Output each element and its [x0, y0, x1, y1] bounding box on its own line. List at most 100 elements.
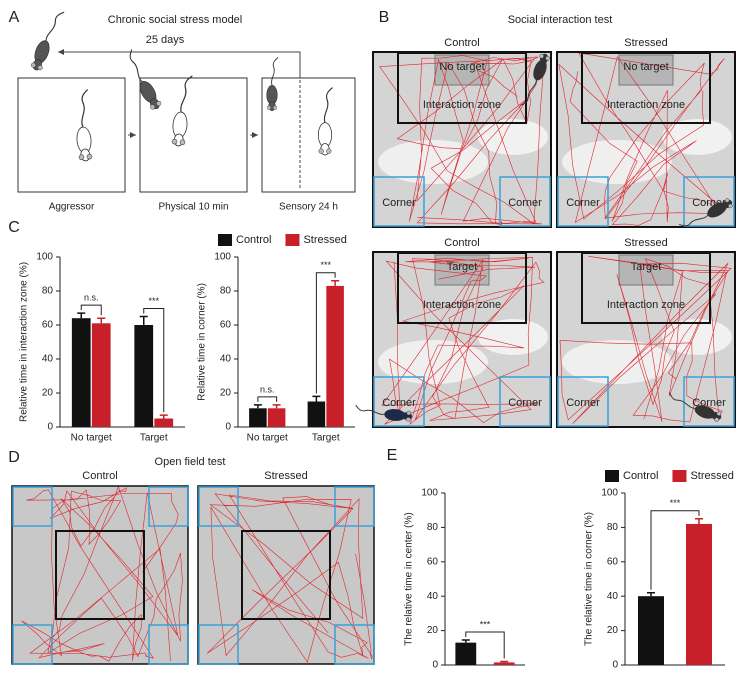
legend-label: Control	[236, 234, 271, 246]
y-tick-label: 60	[42, 320, 54, 331]
y-tick-label: 40	[220, 354, 232, 365]
corner-zone	[683, 376, 735, 427]
bar	[267, 408, 286, 427]
legend-swatch	[218, 234, 232, 246]
error-bar	[695, 518, 703, 524]
error-bar	[77, 312, 86, 319]
corner-zone	[499, 376, 551, 427]
bar	[638, 596, 664, 665]
significance-label: ***	[148, 296, 159, 306]
corner-zone	[334, 624, 375, 665]
arena-border	[372, 51, 552, 228]
glare	[478, 119, 548, 155]
mouse-ear	[30, 62, 36, 68]
mouse-ear	[714, 417, 719, 422]
mouse-ear	[545, 56, 550, 61]
y-tick-label: 40	[427, 591, 439, 602]
mouse	[679, 198, 733, 227]
significance-label: n.s.	[84, 292, 99, 302]
mouse	[317, 87, 334, 156]
y-tick-label: 40	[607, 591, 619, 602]
y-axis-label: The relative time in corner (%)	[584, 512, 595, 646]
mouse-tail	[271, 57, 279, 86]
mouse-ear	[171, 138, 178, 145]
trajectory	[21, 486, 183, 662]
significance-bracket	[257, 396, 278, 402]
bar	[686, 523, 712, 665]
mouse	[669, 392, 722, 422]
corner-zone	[373, 176, 425, 227]
y-tick-label: 100	[421, 488, 438, 499]
mouse-tail	[81, 89, 89, 128]
column-label: Control	[444, 237, 479, 249]
open-field	[12, 486, 188, 664]
open-field-border	[11, 485, 189, 665]
bar	[154, 418, 174, 427]
panel-label: E	[387, 447, 398, 464]
target-label: No target	[623, 61, 668, 73]
error-bar	[500, 660, 509, 663]
mouse-tail	[669, 392, 696, 409]
panel-title: Chronic social stress model	[108, 14, 243, 26]
error-bar	[461, 639, 470, 643]
bar	[493, 662, 515, 665]
mouse-ear	[156, 100, 162, 106]
corner-zone	[683, 176, 735, 227]
significance-label: ***	[480, 619, 491, 629]
target-cage	[618, 54, 674, 86]
y-tick-label: 20	[220, 388, 232, 399]
center-zone	[55, 530, 145, 620]
arena-border	[556, 51, 736, 228]
zone-label: Interaction zone	[423, 299, 501, 311]
mouse-tail	[180, 75, 193, 113]
y-tick-label: 0	[225, 422, 231, 433]
center-zone	[241, 530, 331, 620]
y-tick-label: 20	[427, 625, 439, 636]
y-tick-label: 80	[607, 522, 619, 533]
mouse-ear	[86, 153, 93, 160]
y-tick-label: 20	[42, 388, 54, 399]
y-tick-label: 0	[47, 422, 53, 433]
arena-border	[556, 251, 736, 428]
panel-label: D	[8, 449, 20, 466]
significance-bracket	[465, 631, 505, 659]
mouse	[355, 404, 413, 422]
y-axis-label: Relative time in interaction zone (%)	[19, 262, 30, 422]
mouse	[129, 49, 162, 110]
target-cage	[618, 254, 674, 286]
significance-label: ***	[320, 260, 331, 270]
zone-label: Interaction zone	[423, 99, 501, 111]
target-label: No target	[439, 61, 484, 73]
column-label: Stressed	[264, 470, 307, 482]
glare	[562, 140, 672, 184]
y-tick-label: 60	[607, 556, 619, 567]
step-label: Physical 10 min	[158, 202, 228, 213]
glare	[562, 340, 672, 384]
mouse	[520, 53, 550, 106]
panel-label: C	[8, 219, 20, 236]
corner-zone	[373, 376, 425, 427]
significance-bracket	[80, 304, 102, 316]
glare	[662, 319, 732, 355]
mouse-ear	[266, 105, 272, 110]
mouse	[266, 57, 279, 112]
corner-zone	[148, 486, 189, 527]
corner-label: Corner	[382, 197, 416, 209]
bar	[91, 323, 111, 427]
y-tick-label: 100	[601, 488, 618, 499]
legend-label: Stressed	[690, 470, 733, 482]
target-label: Target	[447, 261, 478, 273]
bar	[71, 318, 91, 427]
zone-label: Interaction zone	[607, 99, 685, 111]
corner-zone	[198, 486, 239, 527]
mouse-ear	[724, 198, 730, 203]
bar	[455, 642, 477, 665]
corner-zone	[12, 486, 53, 527]
mouse-tail	[323, 87, 334, 123]
column-label: Control	[444, 37, 479, 49]
mouse-ear	[326, 148, 332, 154]
error-bar	[253, 404, 262, 409]
glare	[662, 119, 732, 155]
mouse-tail	[679, 214, 709, 227]
mouse-tail	[355, 404, 385, 415]
